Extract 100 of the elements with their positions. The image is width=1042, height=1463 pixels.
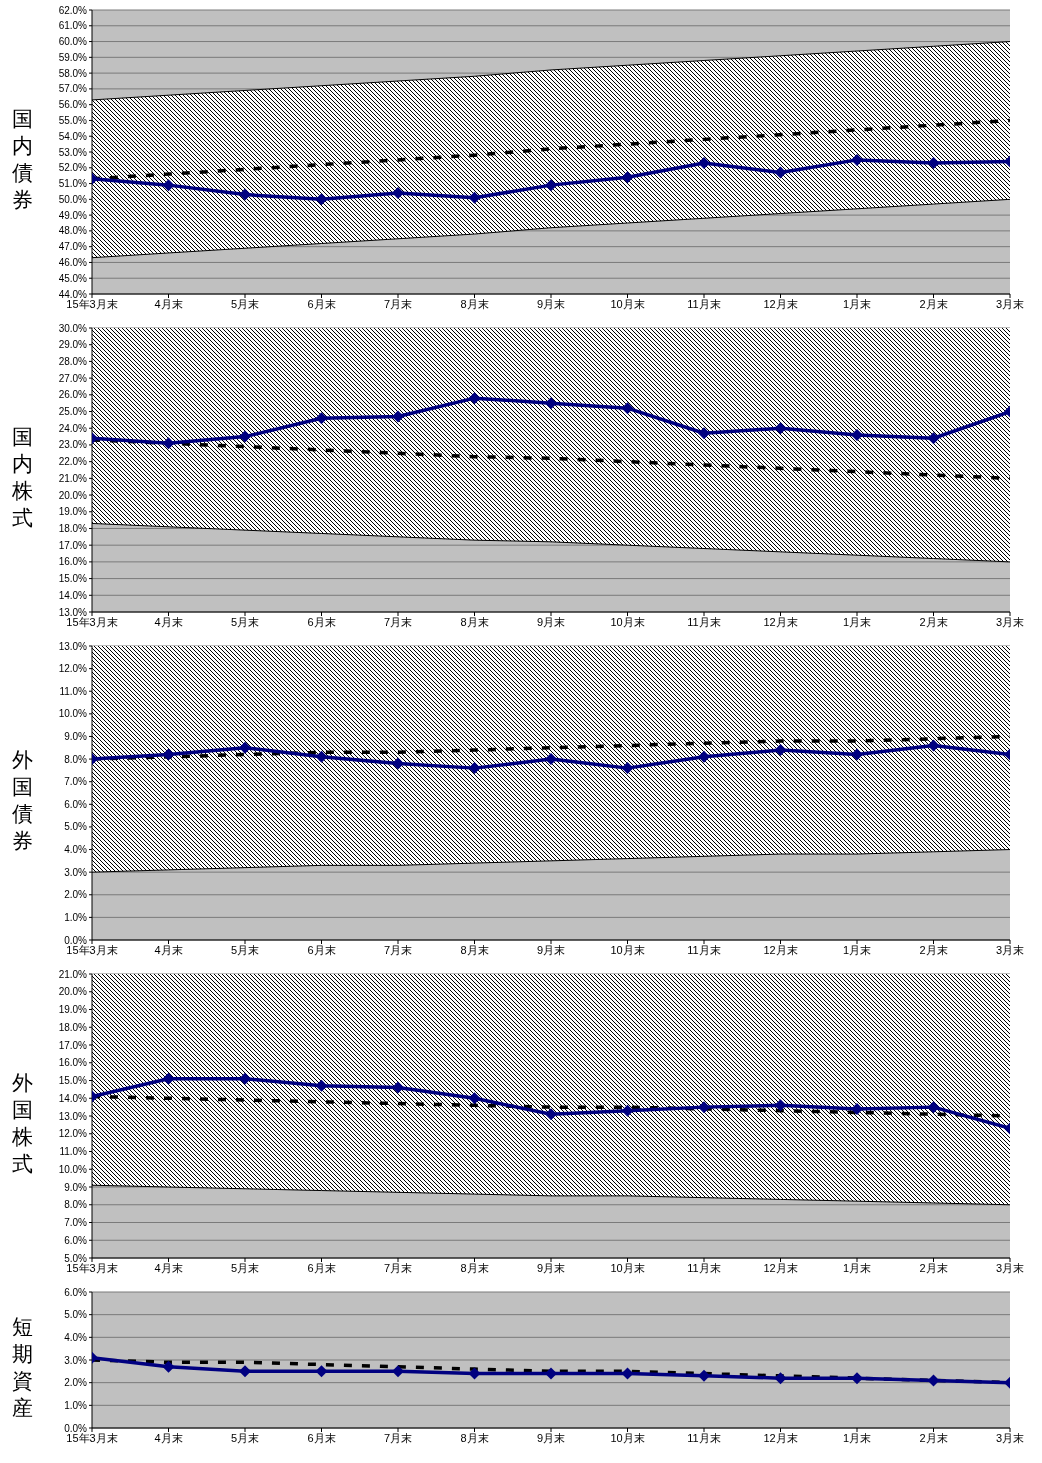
y-tick-label: 52.0% — [58, 162, 88, 174]
x-tick-label: 12月末 — [763, 1261, 798, 1274]
y-tick-label: 15.0% — [58, 1075, 88, 1087]
x-tick-label: 5月末 — [230, 1261, 260, 1274]
x-tick-label: 10月末 — [610, 1261, 645, 1274]
y-tick-label: 47.0% — [58, 241, 88, 253]
y-tick-label: 23.0% — [58, 439, 88, 451]
x-tick-label: 3月末 — [995, 615, 1025, 628]
y-tick-label: 5.0% — [64, 821, 88, 833]
x-tick-label: 15年3月末 — [66, 1261, 118, 1274]
y-tick-label: 46.0% — [58, 256, 88, 268]
x-tick-label: 7月末 — [383, 615, 413, 628]
y-tick-label: 7.0% — [64, 1217, 88, 1229]
y-tick-label: 58.0% — [58, 67, 88, 79]
y-tick-label: 6.0% — [64, 798, 88, 810]
x-tick-label: 8月末 — [460, 297, 489, 310]
x-tick-label: 4月末 — [154, 297, 183, 310]
y-tick-label: 13.0% — [58, 1110, 88, 1122]
y-tick-label: 48.0% — [58, 225, 88, 237]
y-tick-label: 8.0% — [64, 753, 88, 765]
x-tick-label: 2月末 — [919, 1261, 948, 1274]
x-tick-label: 5月末 — [230, 1431, 260, 1444]
x-tick-label: 7月末 — [383, 297, 413, 310]
x-tick-label: 11月末 — [687, 1261, 721, 1274]
x-tick-label: 3月末 — [995, 943, 1025, 956]
y-tick-label: 10.0% — [58, 1163, 88, 1175]
x-tick-label: 5月末 — [230, 943, 260, 956]
y-tick-label: 12.0% — [58, 663, 88, 675]
y-tick-label: 0.0% — [64, 934, 88, 946]
x-tick-label: 4月末 — [154, 1431, 183, 1444]
y-tick-label: 54.0% — [58, 130, 88, 142]
y-tick-label: 15.0% — [58, 573, 88, 585]
y-tick-label: 14.0% — [58, 1092, 88, 1104]
x-tick-label: 15年3月末 — [66, 615, 118, 628]
x-tick-label: 9月末 — [536, 1261, 566, 1274]
x-tick-label: 6月末 — [307, 1431, 336, 1444]
y-tick-label: 29.0% — [58, 339, 88, 351]
y-tick-label: 1.0% — [64, 911, 88, 923]
y-axis-title: 短期資産 — [11, 1314, 33, 1421]
y-tick-label: 13.0% — [58, 606, 88, 618]
y-tick-label: 56.0% — [58, 99, 88, 111]
y-tick-label: 10.0% — [58, 708, 88, 720]
x-tick-label: 4月末 — [154, 943, 183, 956]
y-axis-title: 外国債券 — [11, 747, 33, 854]
x-tick-label: 15年3月末 — [66, 943, 118, 956]
x-tick-label: 11月末 — [687, 615, 721, 628]
y-tick-label: 57.0% — [58, 83, 88, 95]
y-tick-label: 53.0% — [58, 146, 88, 158]
y-tick-label: 4.0% — [64, 844, 88, 856]
x-tick-label: 10月末 — [610, 615, 645, 628]
x-tick-label: 12月末 — [763, 615, 798, 628]
x-tick-label: 1月末 — [842, 297, 872, 310]
y-tick-label: 24.0% — [58, 422, 88, 434]
x-tick-label: 9月末 — [536, 615, 566, 628]
x-tick-label: 6月末 — [307, 1261, 336, 1274]
y-tick-label: 62.0% — [58, 4, 88, 16]
y-tick-label: 9.0% — [64, 1181, 88, 1193]
y-tick-label: 14.0% — [58, 589, 88, 601]
y-tick-label: 61.0% — [58, 20, 88, 32]
x-tick-label: 3月末 — [995, 1261, 1025, 1274]
x-tick-label: 15年3月末 — [66, 1431, 118, 1444]
y-tick-label: 21.0% — [58, 472, 88, 484]
y-tick-label: 16.0% — [58, 556, 88, 568]
x-tick-label: 8月末 — [460, 1261, 489, 1274]
x-tick-label: 12月末 — [763, 1431, 798, 1444]
x-tick-label: 3月末 — [995, 1431, 1025, 1444]
y-tick-label: 8.0% — [64, 1199, 88, 1211]
y-axis-title: 国内債券 — [11, 106, 33, 213]
x-tick-label: 7月末 — [383, 1261, 413, 1274]
x-tick-label: 12月末 — [763, 297, 798, 310]
y-axis-title: 国内株式 — [11, 424, 33, 531]
y-tick-label: 12.0% — [58, 1128, 88, 1140]
y-tick-label: 18.0% — [58, 1021, 88, 1033]
x-tick-label: 1月末 — [842, 1261, 872, 1274]
x-tick-label: 8月末 — [460, 1431, 489, 1444]
y-axis-title: 外国株式 — [11, 1070, 33, 1177]
x-tick-label: 4月末 — [154, 615, 183, 628]
x-tick-label: 12月末 — [763, 943, 798, 956]
x-tick-label: 15年3月末 — [66, 297, 118, 310]
y-tick-label: 22.0% — [58, 456, 88, 468]
x-tick-label: 10月末 — [610, 1431, 645, 1444]
y-tick-label: 27.0% — [58, 372, 88, 384]
x-tick-label: 9月末 — [536, 1431, 566, 1444]
y-tick-label: 13.0% — [58, 640, 88, 652]
y-tick-label: 3.0% — [64, 1354, 88, 1366]
x-tick-label: 1月末 — [842, 615, 872, 628]
x-tick-label: 5月末 — [230, 615, 260, 628]
y-tick-label: 2.0% — [64, 889, 88, 901]
x-tick-label: 8月末 — [460, 943, 489, 956]
x-tick-label: 2月末 — [919, 615, 948, 628]
y-tick-label: 11.0% — [59, 1146, 88, 1158]
y-tick-label: 21.0% — [58, 968, 88, 980]
y-tick-label: 16.0% — [58, 1057, 88, 1069]
y-tick-label: 1.0% — [64, 1399, 88, 1411]
y-tick-label: 11.0% — [59, 685, 88, 697]
x-tick-label: 2月末 — [919, 297, 948, 310]
y-tick-label: 18.0% — [58, 523, 88, 535]
y-tick-label: 26.0% — [58, 389, 88, 401]
y-tick-label: 5.0% — [64, 1309, 88, 1321]
x-tick-label: 7月末 — [383, 943, 413, 956]
